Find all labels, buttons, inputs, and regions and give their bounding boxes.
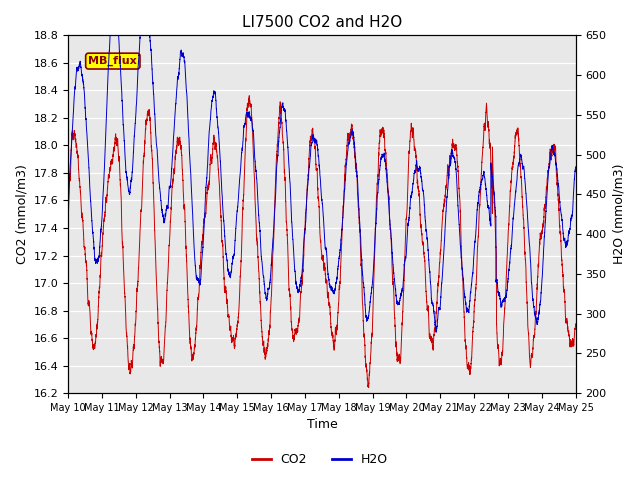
Y-axis label: CO2 (mmol/m3): CO2 (mmol/m3)	[15, 164, 28, 264]
X-axis label: Time: Time	[307, 419, 337, 432]
Title: LI7500 CO2 and H2O: LI7500 CO2 and H2O	[242, 15, 402, 30]
Legend: CO2, H2O: CO2, H2O	[247, 448, 393, 471]
Text: MB_flux: MB_flux	[88, 56, 137, 66]
Y-axis label: H2O (mmol/m3): H2O (mmol/m3)	[612, 164, 625, 264]
